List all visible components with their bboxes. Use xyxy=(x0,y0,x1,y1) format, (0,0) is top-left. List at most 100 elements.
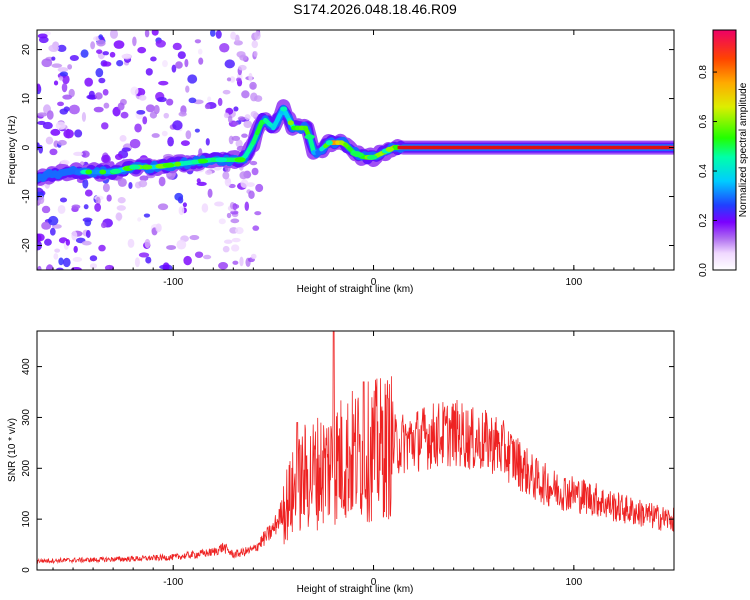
frequency-ridge xyxy=(37,99,674,186)
ridge-blob xyxy=(287,120,294,126)
noise-blob xyxy=(117,102,125,111)
noise-blob xyxy=(53,253,59,260)
noise-blob xyxy=(194,39,202,44)
noise-blob xyxy=(103,102,110,109)
ridge-blob xyxy=(85,169,93,175)
colorbar-tick-label: 0.0 xyxy=(698,263,709,277)
noise-blob xyxy=(194,251,204,258)
noise-blob xyxy=(114,153,123,161)
noise-blob xyxy=(224,177,232,187)
colorbar-tick-label: 0.4 xyxy=(698,164,709,178)
noise-blob xyxy=(228,183,236,189)
noise-blob xyxy=(239,256,244,267)
noise-blob xyxy=(232,121,239,126)
noise-blob xyxy=(121,54,132,59)
noise-blob xyxy=(218,262,229,270)
noise-blob xyxy=(53,80,59,86)
noise-blob xyxy=(163,112,170,119)
noise-blob xyxy=(130,86,139,96)
noise-blob xyxy=(171,64,177,73)
noise-blob xyxy=(209,30,216,37)
y-tick-label: 400 xyxy=(21,358,32,375)
noise-blob xyxy=(104,264,114,270)
noise-blob xyxy=(239,54,248,61)
noise-blob xyxy=(226,77,232,82)
noise-blob xyxy=(102,61,112,67)
spectrogram-y-ticks: -20 -10 0 10 20 xyxy=(21,44,674,253)
snr-frame xyxy=(36,330,675,571)
noise-blob xyxy=(235,139,243,148)
noise-blob xyxy=(178,111,187,117)
noise-blob xyxy=(98,34,104,40)
y-tick-label: 300 xyxy=(21,409,32,426)
noise-blob xyxy=(219,43,230,53)
noise-blob xyxy=(59,197,68,203)
snr-y-ticks: 0 100 200 300 400 xyxy=(21,358,674,573)
noise-blob xyxy=(202,254,212,260)
noise-blob xyxy=(162,262,170,270)
noise-blob xyxy=(251,167,259,176)
x-tick-label: -100 xyxy=(163,277,183,288)
noise-blob xyxy=(57,67,69,73)
colorbar-gradient xyxy=(713,30,736,270)
noise-blob xyxy=(231,237,241,243)
noise-blob xyxy=(244,114,251,121)
noise-blob xyxy=(61,82,68,93)
noise-blob xyxy=(94,92,103,100)
noise-blob xyxy=(185,85,190,93)
noise-blob xyxy=(158,176,166,187)
noise-blob xyxy=(81,240,92,246)
noise-blob xyxy=(215,30,222,39)
ridge-blob xyxy=(162,162,175,168)
noise-blob xyxy=(127,238,135,248)
noise-blob xyxy=(155,39,166,48)
y-tick-label: 0 xyxy=(21,144,32,150)
noise-blob xyxy=(161,130,168,137)
noise-blob xyxy=(205,169,213,175)
noise-blob xyxy=(250,92,258,102)
y-tick-label: 20 xyxy=(21,44,32,56)
colorbar-tick-label: 0.6 xyxy=(698,114,709,128)
noise-blob xyxy=(84,189,93,197)
noise-blob xyxy=(230,218,240,224)
noise-blob xyxy=(62,74,70,85)
ridge-blob xyxy=(325,140,333,146)
colorbar-frame xyxy=(712,29,737,271)
noise-blob xyxy=(37,83,41,92)
noise-blob xyxy=(151,133,160,138)
colorbar-ticks: 0.0 0.2 0.4 0.6 0.8 xyxy=(698,65,717,277)
noise-blob xyxy=(128,181,133,189)
noise-blob xyxy=(63,106,70,112)
noise-blob xyxy=(137,46,147,54)
noise-blob xyxy=(65,239,71,246)
noise-blob xyxy=(227,115,233,123)
noise-blob xyxy=(45,136,54,145)
snr-x-ticks: -100 0 100 xyxy=(52,331,675,588)
noise-blob xyxy=(113,40,125,49)
noise-blob xyxy=(255,183,264,193)
noise-blob xyxy=(68,104,80,115)
noise-blob xyxy=(85,230,91,238)
noise-blob xyxy=(106,194,112,202)
noise-blob xyxy=(71,204,81,210)
noise-blob xyxy=(237,116,246,121)
noise-blob xyxy=(116,59,124,67)
y-tick-label: 100 xyxy=(21,510,32,527)
noise-blob xyxy=(46,110,54,120)
noise-blob xyxy=(98,77,106,84)
noise-blob xyxy=(145,104,155,113)
noise-blob xyxy=(48,215,59,226)
noise-blob xyxy=(243,120,253,129)
noise-blob xyxy=(172,42,182,51)
noise-blob xyxy=(251,40,259,49)
noise-blob xyxy=(250,253,257,260)
noise-blob xyxy=(62,257,71,268)
noise-blob xyxy=(201,203,209,213)
noise-blob xyxy=(134,123,142,133)
noise-blob xyxy=(54,248,61,253)
noise-blob xyxy=(58,76,64,81)
snr-panel: -100 0 100 0 100 200 300 400 Height of straigh… xyxy=(7,330,675,595)
noise-blob xyxy=(62,94,73,100)
noise-blob xyxy=(96,39,106,47)
